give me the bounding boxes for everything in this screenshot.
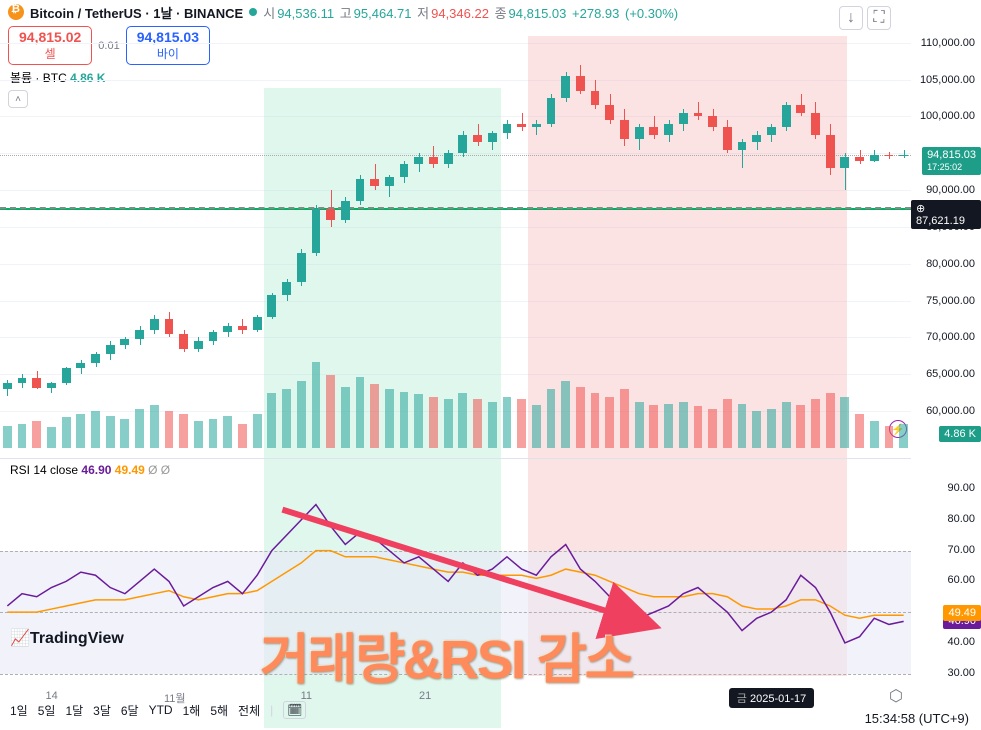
volume-bar[interactable]: [282, 389, 291, 448]
volume-bar[interactable]: [91, 411, 100, 448]
volume-bar[interactable]: [870, 421, 879, 448]
volume-bar[interactable]: [135, 409, 144, 448]
bitcoin-icon: [8, 4, 24, 20]
volume-bar[interactable]: [811, 399, 820, 448]
ohlc-readout: 시94,536.11 고95,464.71 저94,346.22 종94,815…: [263, 3, 680, 22]
volume-bar[interactable]: [400, 392, 409, 448]
volume-bar[interactable]: [179, 414, 188, 448]
volume-bar[interactable]: [679, 402, 688, 448]
volume-bar[interactable]: [620, 389, 629, 448]
volume-bar[interactable]: [326, 375, 335, 448]
volume-bar[interactable]: [840, 397, 849, 448]
volume-bar[interactable]: [106, 416, 115, 448]
volume-bar[interactable]: [576, 387, 585, 448]
volume-bar[interactable]: [370, 384, 379, 448]
chart-header: Bitcoin / TetherUS · 1날 · BINANCE 시94,53…: [0, 0, 981, 24]
volume-bar[interactable]: [708, 409, 717, 448]
volume-bar[interactable]: [796, 405, 805, 448]
price-axis[interactable]: 110,000.00105,000.00100,000.0095,000.009…: [911, 28, 981, 690]
live-price-label: 94,815.0317:25:02: [922, 147, 981, 175]
volume-bar[interactable]: [32, 421, 41, 448]
timeframe-5해[interactable]: 5해: [210, 702, 228, 719]
volume-bar[interactable]: [532, 405, 541, 448]
volume-bar[interactable]: [547, 389, 556, 448]
timeframe-1달[interactable]: 1달: [65, 702, 83, 719]
volume-bar[interactable]: [605, 397, 614, 448]
download-button[interactable]: ↓: [839, 6, 863, 30]
volume-bar[interactable]: [194, 421, 203, 448]
volume-bar[interactable]: [767, 409, 776, 448]
horizontal-line-label[interactable]: ⊕ 87,621.19: [911, 200, 981, 229]
chart-area[interactable]: ⚡ RSI 14 close 46.90 49.49 Ø Ø TradingVi…: [0, 28, 911, 690]
calendar-button[interactable]: 🗓: [283, 701, 306, 719]
volume-bar[interactable]: [738, 404, 747, 448]
volume-bar[interactable]: [782, 402, 791, 448]
volume-bar[interactable]: [635, 402, 644, 448]
volume-bar[interactable]: [826, 393, 835, 448]
volume-bar[interactable]: [150, 405, 159, 448]
volume-bar[interactable]: [3, 426, 12, 448]
volume-bar[interactable]: [47, 427, 56, 448]
volume-bar[interactable]: [414, 394, 423, 448]
volume-bar[interactable]: [517, 399, 526, 448]
volume-bar[interactable]: [723, 399, 732, 448]
volume-bar[interactable]: [385, 389, 394, 448]
timeframe-3달[interactable]: 3달: [93, 702, 111, 719]
volume-bar[interactable]: [473, 399, 482, 448]
volume-bar[interactable]: [120, 419, 129, 448]
status-dot-icon: [249, 8, 257, 16]
volume-bar[interactable]: [253, 414, 262, 448]
volume-bar[interactable]: [18, 424, 27, 448]
volume-bar[interactable]: [356, 377, 365, 448]
volume-bar[interactable]: [238, 424, 247, 448]
volume-bar[interactable]: [488, 402, 497, 448]
rsi-yellow-label: 49.49: [943, 605, 981, 621]
volume-bar[interactable]: [76, 414, 85, 448]
footer: 1일5일1달3달6달YTD1해5해전체|🗓 15:34:58 (UTC+9): [0, 690, 981, 730]
timeframe-6달[interactable]: 6달: [121, 702, 139, 719]
volume-bar[interactable]: [312, 362, 321, 448]
volume-bar[interactable]: [458, 393, 467, 448]
volume-bar[interactable]: [297, 381, 306, 448]
timeframe-row: 1일5일1달3달6달YTD1해5해전체|🗓: [0, 701, 306, 719]
volume-bar[interactable]: [899, 424, 908, 448]
volume-bar[interactable]: [855, 414, 864, 448]
volume-bar[interactable]: [664, 404, 673, 448]
symbol-title[interactable]: Bitcoin / TetherUS · 1날 · BINANCE: [30, 3, 243, 22]
volume-bar[interactable]: [591, 393, 600, 448]
overlay-annotation-text: 거래량&RSI 감소: [260, 615, 632, 694]
volume-bar[interactable]: [62, 417, 71, 448]
volume-bar[interactable]: [885, 426, 894, 448]
volume-bar[interactable]: [561, 381, 570, 448]
volume-bar[interactable]: [752, 411, 761, 448]
volume-bar[interactable]: [267, 393, 276, 448]
volume-bar[interactable]: [165, 411, 174, 448]
tradingview-logo: TradingView: [10, 628, 124, 648]
volume-bar[interactable]: [341, 387, 350, 448]
rsi-header: RSI 14 close 46.90 49.49 Ø Ø: [0, 459, 911, 481]
volume-bars[interactable]: [0, 358, 911, 448]
clock: 15:34:58 (UTC+9): [865, 711, 969, 726]
volume-bar[interactable]: [444, 399, 453, 448]
volume-bar[interactable]: [649, 405, 658, 448]
fullscreen-button[interactable]: ⛶: [867, 6, 891, 30]
timeframe-YTD[interactable]: YTD: [149, 703, 173, 717]
timeframe-5일[interactable]: 5일: [38, 702, 56, 719]
timeframe-1해[interactable]: 1해: [183, 702, 201, 719]
volume-bar[interactable]: [429, 397, 438, 448]
volume-bar[interactable]: [694, 406, 703, 448]
volume-bar[interactable]: [223, 416, 232, 448]
volume-bar[interactable]: [503, 397, 512, 448]
timeframe-1일[interactable]: 1일: [10, 702, 28, 719]
top-right-controls: ↓ ⛶: [839, 6, 891, 30]
volume-bar[interactable]: [209, 419, 218, 448]
timeframe-전체[interactable]: 전체: [238, 702, 260, 719]
volume-value-label: 4.86 K: [939, 426, 981, 442]
